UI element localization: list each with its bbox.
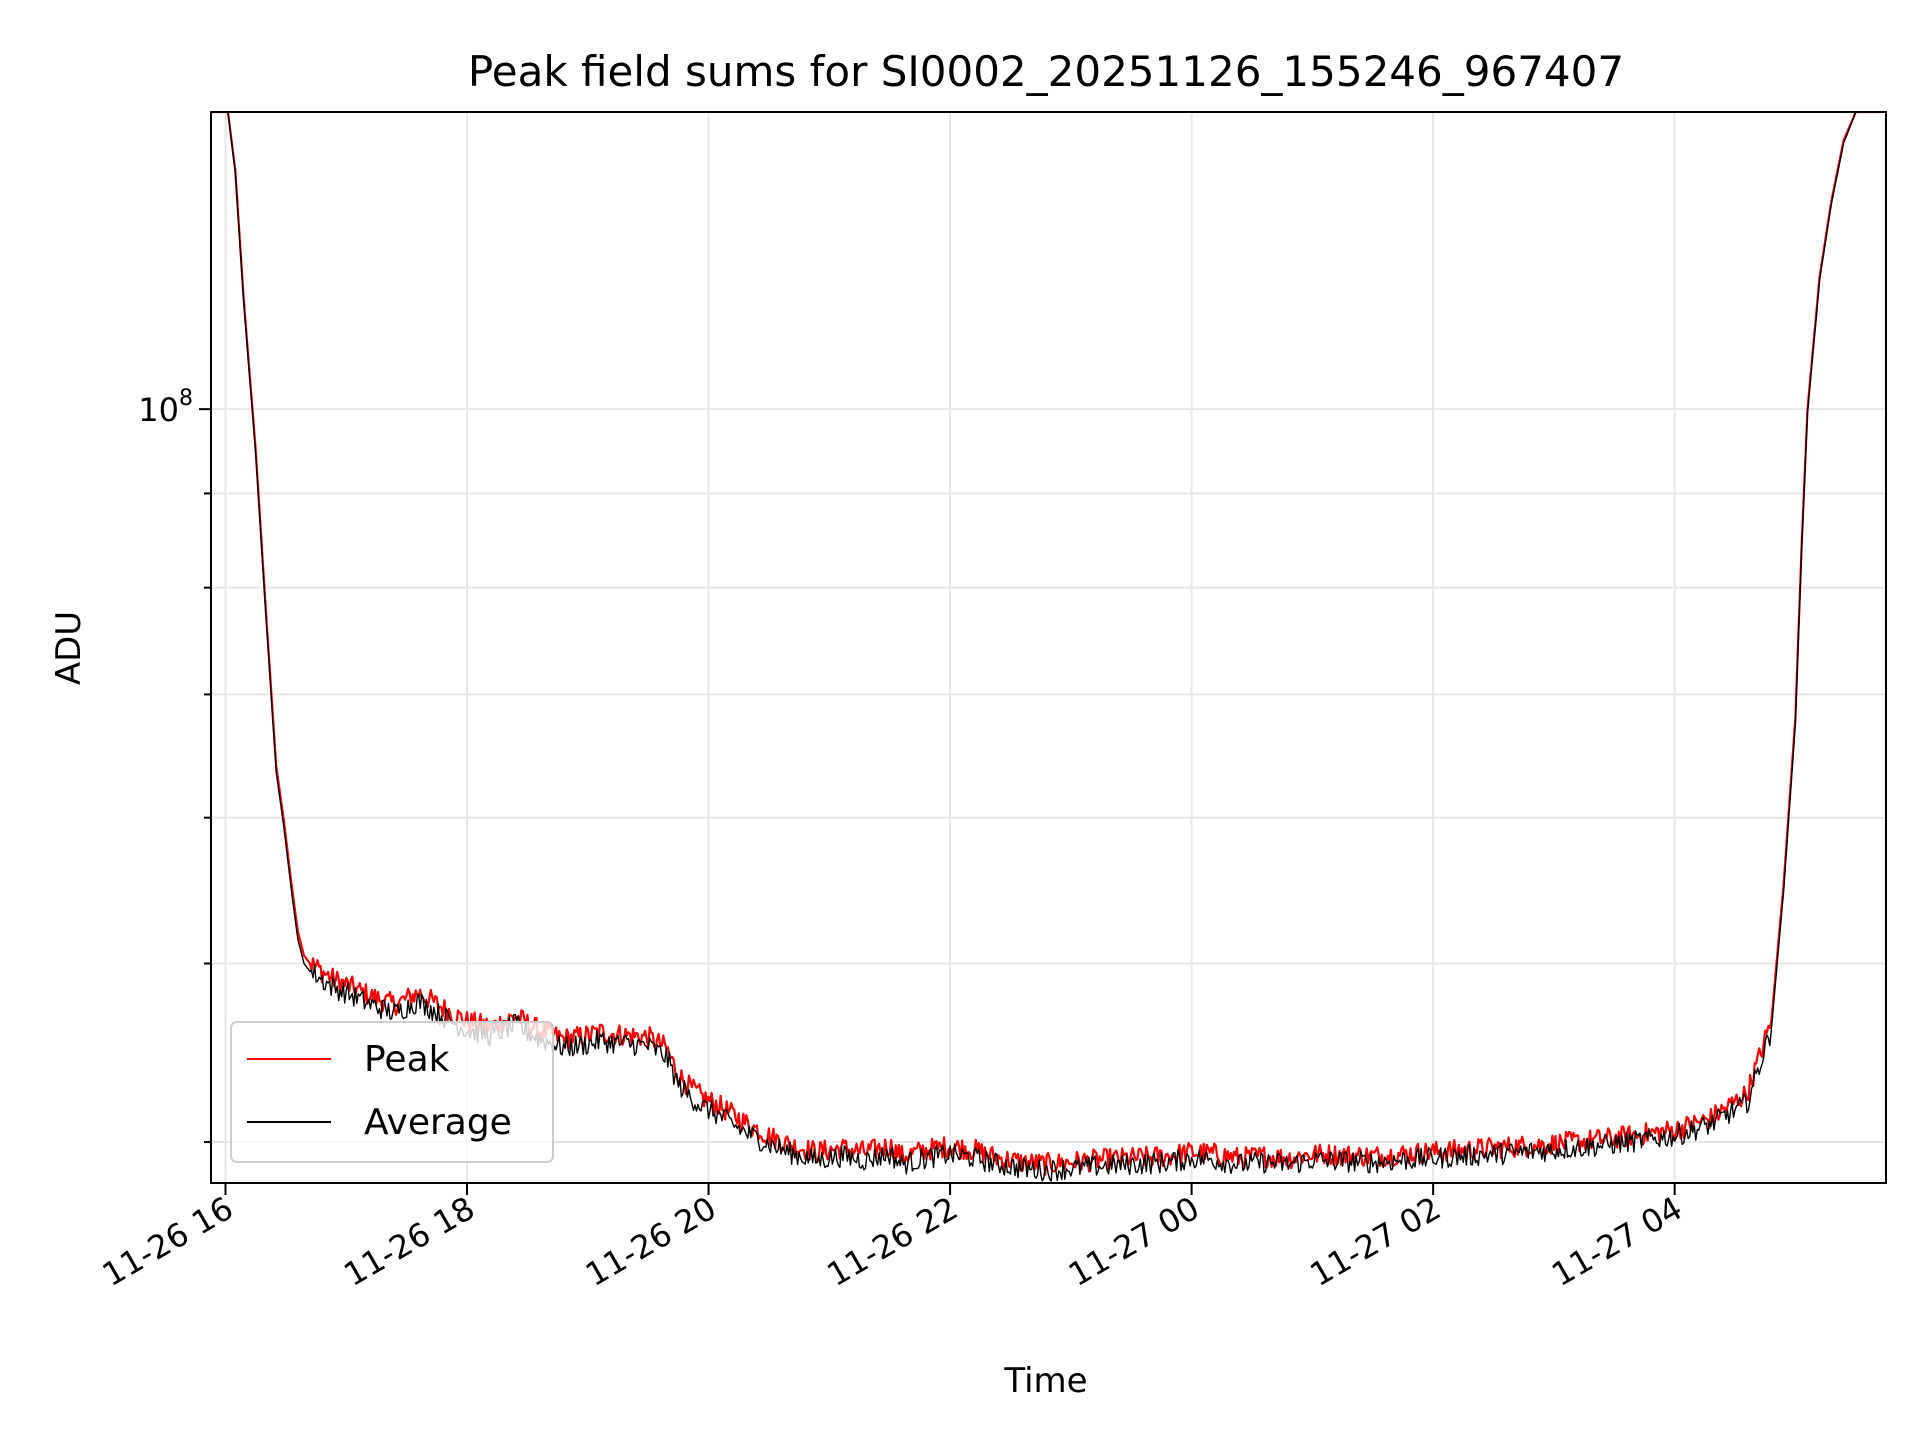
x-axis-label: Time bbox=[1003, 1361, 1087, 1401]
legend-peak-label: Peak bbox=[364, 1039, 450, 1080]
legend-average-label: Average bbox=[364, 1102, 512, 1143]
y-axis: 108 bbox=[138, 386, 211, 1143]
y-axis-label: ADU bbox=[49, 611, 89, 685]
plot-frame bbox=[210, 111, 1887, 1184]
chart-title: Peak field sums for SI0002_20251126_1552… bbox=[468, 47, 1624, 96]
legend: Peak Average bbox=[230, 1021, 554, 1163]
y-tick-label-base: 10 bbox=[138, 391, 179, 429]
y-tick-label-exponent: 8 bbox=[179, 386, 193, 411]
legend-box bbox=[230, 1021, 554, 1163]
y-tick-label: 108 bbox=[138, 386, 193, 429]
